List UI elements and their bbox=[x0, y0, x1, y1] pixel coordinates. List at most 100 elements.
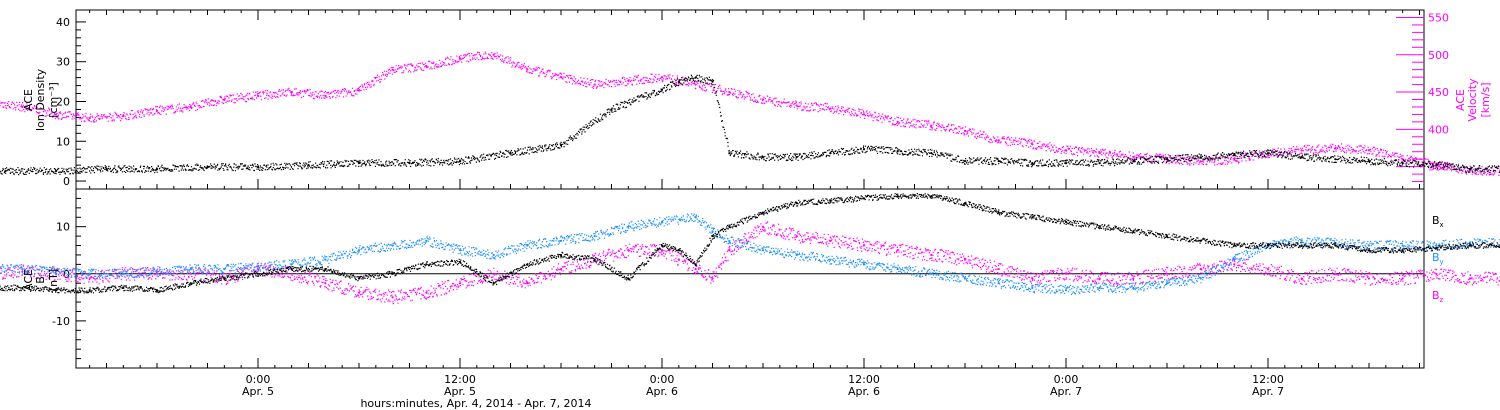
by-series bbox=[0, 213, 1500, 296]
by-series-point bbox=[829, 258, 832, 261]
density-series-point bbox=[795, 156, 798, 159]
density-series-point bbox=[1165, 158, 1169, 161]
plasma-right-tick-label: 550 bbox=[1428, 11, 1449, 24]
x-tick-date: Apr. 7 bbox=[1252, 385, 1284, 398]
legend-by-sub: y bbox=[1440, 258, 1444, 266]
plasma-right-title-2: Velocity bbox=[1466, 78, 1479, 122]
density-series-point bbox=[728, 152, 731, 155]
bz-series-point bbox=[997, 267, 1000, 271]
legend-by-label: B bbox=[1432, 251, 1440, 264]
bz-series-point bbox=[1233, 263, 1236, 266]
x-tick-date: Apr. 5 bbox=[444, 385, 476, 398]
bx-series-point bbox=[1064, 220, 1068, 224]
bz-series-point bbox=[1435, 272, 1438, 275]
plasma-right-tick-label: 400 bbox=[1428, 123, 1449, 136]
by-series-point bbox=[290, 263, 293, 266]
by-series-point bbox=[54, 270, 58, 273]
legend-bz-sub: z bbox=[1440, 296, 1444, 304]
bx-series bbox=[0, 193, 1500, 294]
bz-series-point bbox=[930, 253, 933, 257]
by-series-point bbox=[357, 249, 361, 252]
density-series bbox=[0, 74, 1500, 176]
mag-left-title-1: ACE bbox=[22, 269, 35, 291]
density-series-point bbox=[1266, 152, 1270, 155]
density-series-point bbox=[677, 80, 680, 83]
bz-series bbox=[0, 221, 1500, 305]
plasma-left-title-1: ACE bbox=[22, 89, 35, 111]
plasma-series bbox=[0, 51, 1500, 176]
x-tick-time: 0:00 bbox=[246, 373, 271, 386]
mag-series bbox=[0, 193, 1500, 305]
plasma-right-title-3: [km/s] bbox=[1479, 82, 1492, 117]
bz-series-point bbox=[425, 291, 428, 294]
bz-series-point bbox=[21, 270, 24, 273]
velocity-series bbox=[0, 51, 1500, 176]
density-series-point bbox=[896, 150, 899, 153]
bx-series-point bbox=[1031, 216, 1034, 219]
x-tick-date: Apr. 6 bbox=[646, 385, 678, 398]
plasma-left-title-2: Ion Density bbox=[34, 68, 47, 131]
velocity-series-point bbox=[795, 104, 798, 107]
bz-series-point bbox=[458, 282, 462, 285]
bz-series-point bbox=[324, 282, 327, 285]
plasma-left-tick-label: 20 bbox=[56, 95, 70, 108]
bz-series-point bbox=[1132, 277, 1135, 280]
legend-bx: Bx bbox=[1432, 214, 1444, 229]
legend-bx-sub: x bbox=[1440, 221, 1444, 229]
velocity-series-point bbox=[88, 117, 91, 120]
x-tick-time: 12:00 bbox=[848, 373, 880, 386]
x-tick-time: 0:00 bbox=[1054, 373, 1079, 386]
by-series-trace bbox=[0, 213, 1500, 296]
bz-series-point bbox=[694, 267, 697, 271]
bx-series-point bbox=[1266, 244, 1270, 247]
by-series-point bbox=[1064, 289, 1068, 292]
bz-series-trace bbox=[0, 221, 1500, 305]
x-tick-date: Apr. 7 bbox=[1050, 385, 1082, 398]
legend-bz-label: B bbox=[1432, 289, 1440, 302]
plasma-left-tick-label: 0 bbox=[63, 175, 70, 188]
plasma-right-title-1: ACE bbox=[1454, 89, 1467, 111]
by-series-point bbox=[1199, 277, 1202, 280]
mag-left-tick-label: 0 bbox=[63, 268, 70, 281]
bx-series-trace bbox=[0, 193, 1500, 294]
velocity-series-point bbox=[896, 120, 899, 123]
plasma-left-axis: 0 10 20 30 40 bbox=[56, 16, 86, 188]
plasma-left-tick-label: 10 bbox=[56, 135, 70, 148]
velocity-series-point bbox=[761, 98, 765, 101]
bx-series-point bbox=[1401, 249, 1404, 252]
plasma-left-title-3: [cm⁻³] bbox=[47, 82, 60, 118]
bz-series-point bbox=[1165, 272, 1169, 275]
by-series-point bbox=[1132, 286, 1135, 290]
plasma-right-tick-label: 450 bbox=[1428, 86, 1449, 99]
velocity-series-point bbox=[862, 113, 866, 116]
x-axis-label: hours:minutes, Apr. 4, 2014 - Apr. 7, 20… bbox=[360, 397, 591, 410]
bz-series-point bbox=[290, 272, 293, 275]
by-series-point bbox=[1233, 258, 1236, 261]
mag-panel-frame bbox=[75, 188, 1425, 369]
bz-series-point bbox=[1468, 277, 1472, 280]
mag-left-title-3: [nT] bbox=[47, 269, 60, 291]
mag-legend: Bx By Bz bbox=[1432, 214, 1444, 304]
density-series-point bbox=[1334, 158, 1337, 161]
by-series-point bbox=[593, 235, 596, 238]
plasma-right-tick-label: 500 bbox=[1428, 49, 1449, 62]
x-tick-time: 12:00 bbox=[444, 373, 476, 386]
bx-series-point bbox=[559, 253, 563, 257]
velocity-series-point bbox=[559, 76, 563, 79]
x-tick-time: 0:00 bbox=[650, 373, 675, 386]
plasma-left-tick-label: 40 bbox=[56, 16, 70, 29]
mag-left-tick-label: 10 bbox=[56, 221, 70, 234]
mag-left-axis: -10 0 10 bbox=[52, 197, 86, 360]
legend-bz: Bz bbox=[1432, 289, 1444, 304]
density-series-point bbox=[1064, 162, 1068, 165]
velocity-series-point bbox=[694, 83, 697, 86]
by-series-point bbox=[492, 253, 495, 257]
bz-series-point bbox=[862, 244, 866, 247]
mag-left-tick-label: -10 bbox=[52, 315, 70, 328]
legend-by: By bbox=[1432, 251, 1444, 266]
by-series-point bbox=[425, 239, 428, 242]
density-series-trace bbox=[0, 74, 1500, 176]
by-series-point bbox=[1031, 286, 1034, 290]
